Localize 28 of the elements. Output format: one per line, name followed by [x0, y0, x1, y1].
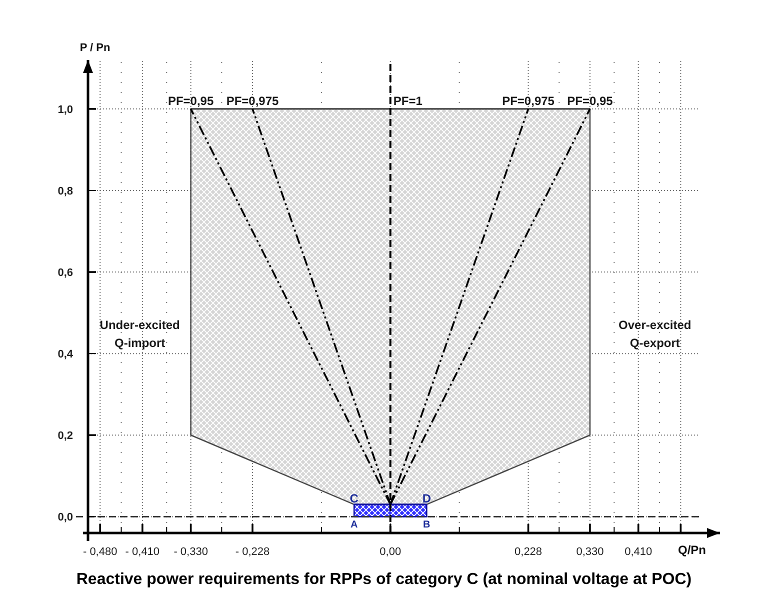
- y-tick-label: 0,8: [58, 185, 73, 198]
- annotation: A: [350, 520, 358, 531]
- x-tick-label: - 0,330: [174, 546, 208, 558]
- series-label: PF=0,95: [567, 94, 614, 108]
- x-tick-label: 0,330: [576, 546, 604, 558]
- annotation: C: [350, 491, 359, 506]
- x-tick-label: 0,228: [514, 546, 542, 558]
- series-label: PF=0,975: [502, 94, 555, 108]
- y-tick-label: 0,4: [58, 348, 74, 361]
- series-label: PF=0,975: [226, 94, 280, 108]
- text: Reactive power requirements for RPPs of category C (at nominal voltage at POC): [76, 571, 692, 588]
- y-tick-label: 0,6: [58, 267, 73, 280]
- y-axis-title: P / Pn: [80, 42, 110, 54]
- annotation: B: [423, 520, 430, 531]
- series-label: PF=0,95: [168, 94, 214, 108]
- x-tick-label: - 0,410: [125, 546, 160, 558]
- y-tick-label: 0,0: [58, 512, 73, 524]
- x-tick-label: - 0,480: [82, 546, 118, 558]
- annotation: Under-excited Q-import: [100, 318, 180, 350]
- y-tick-label: 1,0: [58, 104, 73, 116]
- x-tick-label: - 0,228: [235, 546, 270, 558]
- annotation: PF=1: [393, 94, 423, 108]
- annotation: D: [422, 491, 432, 506]
- x-tick-label: 0,00: [380, 546, 402, 558]
- annotation: Over-excited Q-export: [618, 318, 692, 350]
- x-tick-label: 0,410: [624, 546, 652, 558]
- x-axis-title: Q/Pn: [678, 543, 706, 557]
- y-tick-label: 0,2: [58, 430, 73, 442]
